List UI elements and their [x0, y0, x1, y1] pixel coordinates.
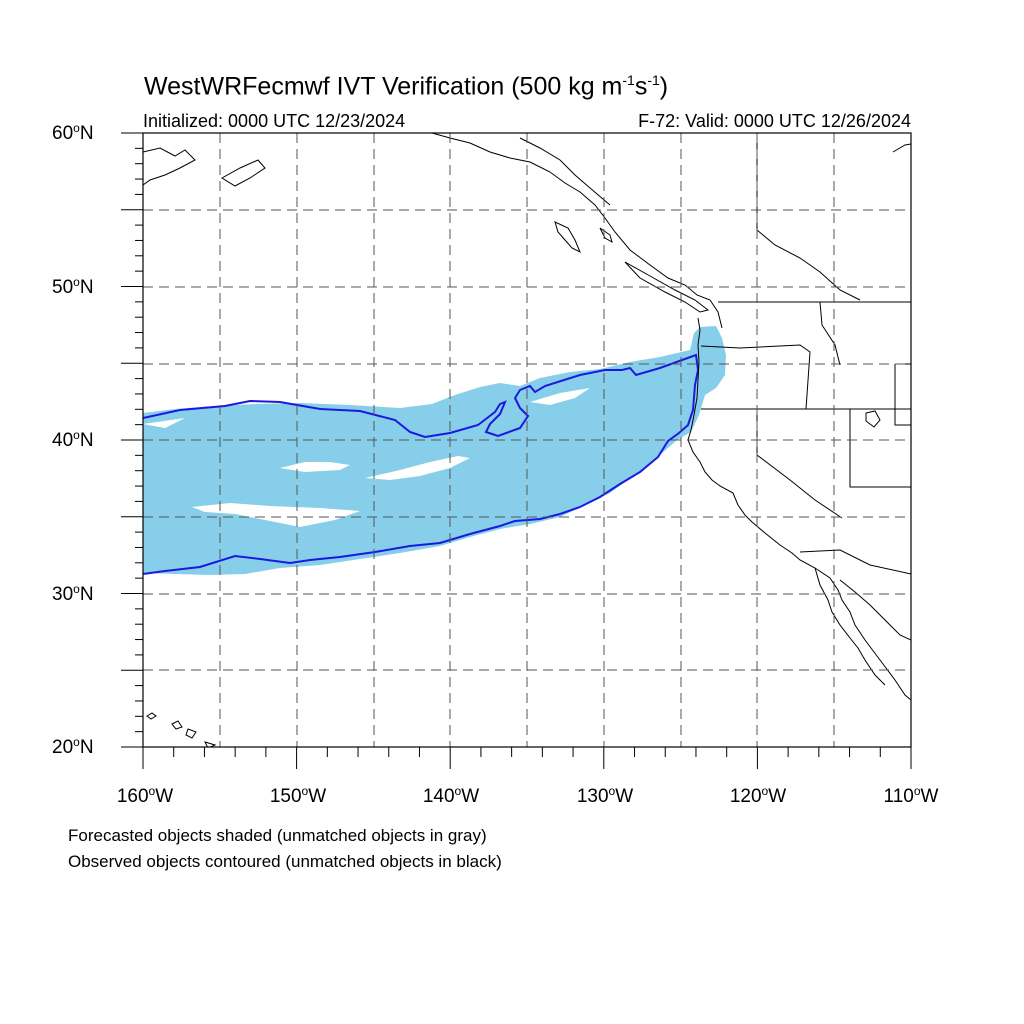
graticule [143, 133, 911, 747]
observed-ivt-contour [143, 353, 700, 575]
forecast-gap-5 [143, 418, 185, 428]
title-main: WestWRFecmwf IVT Verification (500 kg m [144, 72, 623, 101]
lat-label-20: 20oN [52, 735, 94, 758]
lon-label-150: 150oW [269, 784, 327, 807]
title-exponent-1: -1 [622, 72, 635, 88]
title-end: ) [659, 72, 669, 101]
map-title: WestWRFecmwf IVT Verification (500 kg m-… [144, 72, 668, 101]
forecast-gap-2 [365, 456, 470, 480]
lon-label-160: 160oW [116, 784, 174, 807]
note-forecast: Forecasted objects shaded (unmatched obj… [68, 826, 487, 845]
forecast-ivt-object [143, 326, 726, 575]
forecast-gap-4 [530, 388, 590, 405]
note-observed: Observed objects contoured (unmatched ob… [68, 852, 502, 871]
valid-time: F-72: Valid: 0000 UTC 12/26/2024 [638, 111, 911, 131]
political-boundaries [700, 133, 911, 575]
title-exponent-2: -1 [647, 72, 660, 88]
lon-label-130: 130oW [576, 784, 634, 807]
initialized-time: Initialized: 0000 UTC 12/23/2024 [143, 111, 406, 131]
coastlines [143, 133, 911, 747]
lon-label-110: 110oW [883, 784, 939, 807]
lon-label-120: 120oW [729, 784, 787, 807]
lat-label-50: 50oN [52, 275, 94, 298]
lat-label-30: 30oN [52, 582, 94, 605]
lon-label-140: 140oW [422, 784, 480, 807]
axis-ticks [121, 132, 912, 769]
forecast-gap-3 [192, 503, 360, 527]
lat-label-40: 40oN [52, 428, 94, 451]
lat-label-60: 60oN [52, 121, 94, 144]
title-mid: s [634, 72, 648, 101]
